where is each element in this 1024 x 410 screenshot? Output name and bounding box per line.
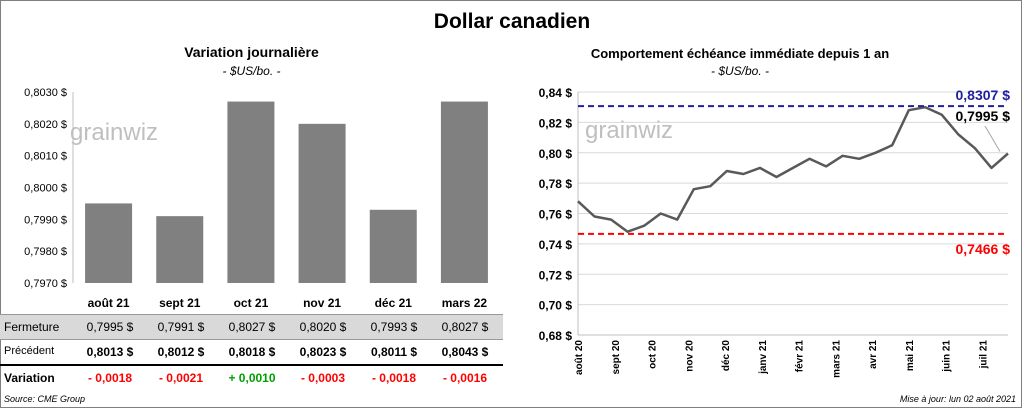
line-y-tick-label: 0,72 $ bbox=[539, 268, 573, 282]
source-note: Source: CME Group bbox=[4, 394, 86, 404]
table-cell: 0,8011 $ bbox=[370, 345, 418, 359]
line-x-tick-label: oct 20 bbox=[648, 340, 659, 369]
line-x-tick-label: juin 21 bbox=[942, 340, 953, 373]
table-cell: 0,7991 $ bbox=[157, 320, 205, 334]
table-cell-variation: - 0,0021 bbox=[158, 371, 204, 385]
table-cell: 0,7995 $ bbox=[86, 320, 134, 334]
line-x-tick-label: mai 21 bbox=[905, 340, 916, 372]
table-cell-variation: - 0,0003 bbox=[300, 371, 346, 385]
table-cell: 0,8027 $ bbox=[441, 320, 489, 334]
bar-x-tick-label: août 21 bbox=[88, 296, 130, 310]
bar bbox=[156, 216, 204, 283]
bar-y-tick-label: 0,7990 $ bbox=[24, 214, 67, 226]
last-value-label: 0,7995 $ bbox=[956, 108, 1011, 124]
line-x-tick-label: déc 20 bbox=[721, 340, 732, 372]
table-cell-variation: - 0,0018 bbox=[371, 371, 417, 385]
left-chart-title: Variation journalière bbox=[184, 44, 319, 60]
table-cell-variation: - 0,0016 bbox=[442, 371, 488, 385]
line-y-tick-label: 0,74 $ bbox=[539, 238, 573, 252]
bar bbox=[440, 101, 488, 283]
line-y-tick-label: 0,80 $ bbox=[539, 147, 573, 161]
bar-y-tick-label: 0,7970 $ bbox=[24, 278, 67, 290]
left-chart-unit: - $US/bo. - bbox=[222, 64, 281, 78]
table-cell: 0,8012 $ bbox=[157, 345, 205, 359]
bar-y-tick-label: 0,8030 $ bbox=[24, 87, 67, 99]
table-cell: 0,7993 $ bbox=[370, 320, 418, 334]
bar-x-tick-label: déc 21 bbox=[375, 296, 413, 310]
table-cell-variation: - 0,0018 bbox=[87, 371, 133, 385]
bar bbox=[85, 203, 133, 283]
line-y-tick-label: 0,78 $ bbox=[539, 177, 573, 191]
line-y-tick-label: 0,76 $ bbox=[539, 208, 573, 222]
line-y-tick-label: 0,84 $ bbox=[539, 86, 573, 100]
row-label-variation: Variation bbox=[4, 371, 55, 385]
min-label: 0,7466 $ bbox=[956, 241, 1011, 257]
line-x-tick-label: nov 20 bbox=[684, 340, 695, 372]
table-cell: 0,8018 $ bbox=[228, 345, 276, 359]
bar-y-tick-label: 0,8000 $ bbox=[24, 183, 67, 195]
line-x-tick-label: sept 20 bbox=[611, 340, 622, 375]
max-label: 0,8307 $ bbox=[956, 87, 1011, 103]
table-cell-variation: + 0,0010 bbox=[228, 371, 276, 385]
right-watermark: grainwiz bbox=[585, 117, 673, 144]
line-x-tick-label: mars 21 bbox=[831, 340, 842, 378]
line-y-tick-label: 0,68 $ bbox=[539, 329, 573, 343]
line-chart: 0,68 $ 0,70 $ 0,72 $ 0,74 $ 0,76 $ 0,78 $ 0,80… bbox=[539, 86, 1011, 378]
table-row-fermeture: Fermeture 0,7995 $ 0,7991 $ 0,8027 $ 0,8… bbox=[0, 314, 503, 340]
table-cell: 0,8027 $ bbox=[228, 320, 276, 334]
table-cell: 0,8013 $ bbox=[86, 345, 134, 359]
line-y-tick-label: 0,82 $ bbox=[539, 116, 573, 130]
left-watermark: grainwiz bbox=[70, 119, 158, 146]
last-value-leader bbox=[984, 125, 1001, 152]
right-chart-unit: - $US/bo. - bbox=[710, 64, 770, 78]
line-x-tick-label: juil 21 bbox=[978, 340, 989, 370]
bar-y-tick-label: 0,7980 $ bbox=[24, 246, 67, 258]
bar-x-tick-label: sept 21 bbox=[159, 296, 201, 310]
bar-chart: grainwiz 0,7970 $ 0,7980 $ 0,7990 $ 0,8000 … bbox=[24, 87, 488, 310]
table-cell: 0,8043 $ bbox=[441, 345, 489, 359]
table-row-variation: Variation - 0,0018 - 0,0021 + 0,0010 - 0… bbox=[0, 366, 503, 390]
right-chart-title: Comportement échéance immédiate depuis 1… bbox=[590, 46, 890, 61]
row-label-precedent: Précédent bbox=[4, 345, 55, 357]
page-title: Dollar canadien bbox=[433, 10, 591, 33]
bar bbox=[298, 123, 346, 283]
table-cell: 0,8023 $ bbox=[299, 345, 347, 359]
line-y-tick-label: 0,70 $ bbox=[539, 299, 573, 313]
row-label-fermeture: Fermeture bbox=[4, 320, 60, 334]
line-x-tick-label: avr 21 bbox=[868, 340, 879, 369]
bar-y-tick-label: 0,8020 $ bbox=[24, 119, 67, 131]
table-row-precedent: Précédent 0,8013 $ 0,8012 $ 0,8018 $ 0,8… bbox=[0, 340, 503, 366]
line-x-tick-label: août 20 bbox=[574, 340, 585, 375]
bar-x-tick-label: nov 21 bbox=[303, 296, 341, 310]
bar-y-tick-label: 0,8010 $ bbox=[24, 151, 67, 163]
bar bbox=[369, 209, 417, 283]
line-x-tick-label: janv 21 bbox=[758, 340, 769, 375]
update-note: Mise à jour: lun 02 août 2021 bbox=[899, 394, 1016, 404]
line-x-tick-label: févr 21 bbox=[795, 340, 806, 373]
bar-x-tick-label: mars 22 bbox=[442, 296, 488, 310]
bar bbox=[227, 101, 275, 283]
bar-x-tick-label: oct 21 bbox=[234, 296, 269, 310]
table-cell: 0,8020 $ bbox=[299, 320, 347, 334]
